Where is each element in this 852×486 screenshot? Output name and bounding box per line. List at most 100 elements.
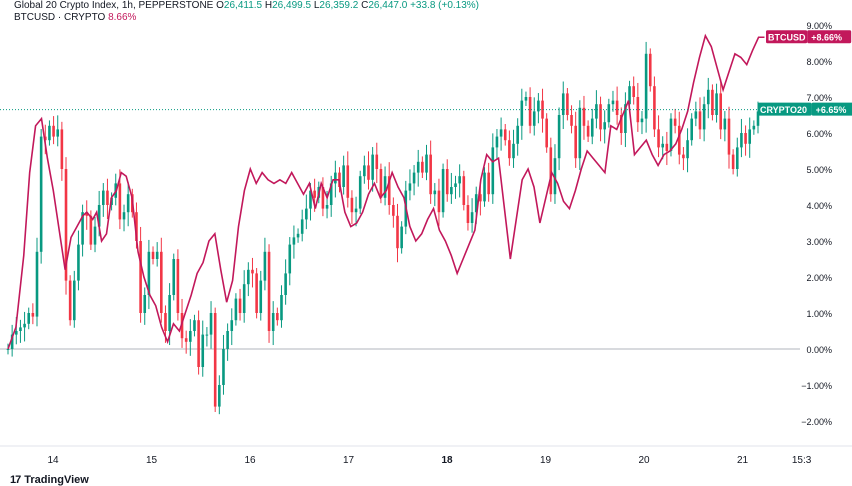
candle-body (599, 104, 602, 130)
x-tick-label: 20 (638, 455, 650, 466)
candle-body (731, 154, 735, 169)
candle-body (135, 212, 138, 241)
candle-body (280, 295, 283, 321)
candle-body (657, 129, 660, 148)
candle-body (52, 125, 55, 137)
candle-body (640, 118, 644, 123)
y-tick-label: −2.00% (801, 417, 832, 427)
candle-body (694, 111, 698, 119)
candle-body (744, 133, 747, 144)
candle-body (441, 169, 445, 213)
candle-body (545, 118, 548, 148)
candle-body (706, 89, 710, 105)
candle-body (408, 183, 412, 191)
candle-body (541, 100, 544, 119)
candle-body (532, 111, 536, 126)
x-tick-label: 14 (47, 455, 59, 466)
main-series-legend: Global 20 Crypto Index, 1h, PEPPERSTONE … (14, 0, 479, 11)
candle-body (247, 269, 250, 285)
candle-body (363, 165, 366, 177)
candle-body (433, 190, 437, 195)
candle-body (97, 205, 101, 227)
candle-body (590, 118, 594, 137)
candle-body (425, 154, 428, 173)
candle-body (458, 176, 461, 184)
candle-body (19, 327, 22, 331)
tradingview-wordmark: TradingView (24, 474, 89, 486)
close-value: 26,447.0 (368, 0, 408, 11)
candle-body (437, 190, 441, 213)
tradingview-logo[interactable]: 17 TradingView (10, 474, 89, 486)
candle-body (561, 93, 565, 115)
candle-body (727, 118, 731, 155)
candle-body (172, 259, 176, 295)
candle-body (669, 118, 673, 151)
y-tick-label: 6.00% (806, 129, 832, 139)
x-tick-label: 17 (343, 455, 355, 466)
candle-body (72, 280, 76, 321)
candle-body (495, 136, 499, 148)
candle-body (14, 331, 18, 335)
x-tick-label: 16 (244, 455, 256, 466)
candle-body (222, 349, 225, 385)
candle-body (487, 172, 490, 195)
candle-body (454, 183, 457, 187)
candle-body (160, 251, 163, 313)
candle-body (276, 313, 279, 321)
x-tick-label: 18 (441, 455, 453, 466)
low-value: 26,359.2 (319, 0, 359, 11)
price-label-name: BTCUSD (768, 33, 806, 43)
candle-body (102, 190, 105, 205)
candle-body (466, 205, 470, 223)
candle-body (271, 313, 275, 331)
crypto20-candles (6, 41, 760, 415)
high-label: H (264, 0, 273, 11)
candle-body (499, 129, 503, 137)
candle-body (342, 165, 345, 187)
candle-body (416, 161, 420, 173)
candle-body (321, 187, 325, 209)
candle-body (503, 129, 507, 141)
candle-body (350, 197, 354, 213)
candle-body (288, 244, 292, 274)
candle-body (126, 194, 130, 213)
candle-body (400, 226, 403, 249)
candle-body (238, 298, 242, 313)
candle-body (715, 93, 718, 115)
candle-body (234, 298, 238, 321)
candle-body (267, 251, 271, 331)
close-label: C (361, 0, 369, 11)
candle-body (412, 172, 416, 184)
candle-body (636, 97, 640, 123)
candle-body (429, 154, 432, 195)
candle-body (690, 118, 694, 141)
candle-body (85, 212, 89, 216)
candle-body (603, 122, 606, 130)
x-tick-label: 15:3 (792, 455, 812, 466)
candle-body (358, 176, 362, 209)
candle-body (462, 176, 466, 205)
candle-body (164, 313, 167, 331)
candle-body (491, 147, 495, 195)
candle-body (292, 237, 296, 245)
candle-body (329, 183, 333, 205)
candle-body (35, 251, 39, 317)
price-labels: BTCUSD +8.66% CRYPTO20 +6.65% (0, 30, 852, 116)
candle-body (379, 169, 383, 198)
candle-body (31, 313, 35, 317)
candle-body (698, 111, 702, 130)
candle-body (77, 244, 80, 281)
candle-body (346, 165, 350, 198)
candle-body (421, 161, 424, 173)
candle-body (445, 169, 449, 195)
candle-body (147, 251, 151, 295)
candle-body (56, 129, 60, 137)
candle-body (719, 93, 723, 130)
y-tick-label: 5.00% (806, 165, 832, 175)
candle-body (27, 313, 31, 324)
y-tick-label: 7.00% (806, 93, 832, 103)
candle-body (259, 280, 263, 313)
candle-body (334, 172, 337, 184)
candle-body (619, 115, 623, 133)
